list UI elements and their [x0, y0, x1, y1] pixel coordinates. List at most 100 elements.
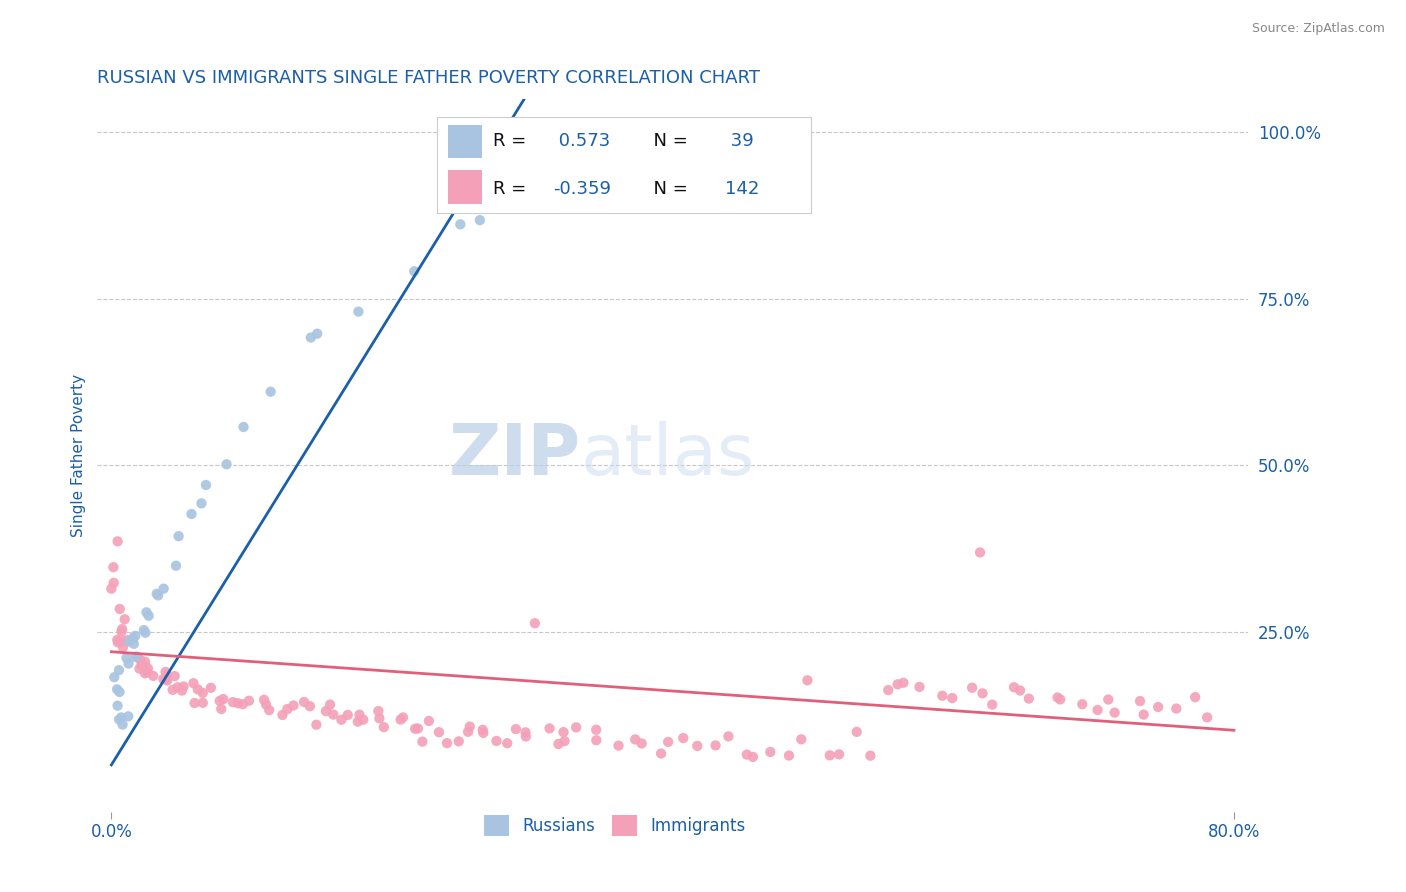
Point: [657, 735, 679, 749]
Point: [191, 686, 214, 700]
Point: [183, 676, 205, 690]
Point: [322, 707, 344, 722]
Point: [704, 739, 727, 753]
Point: [110, 710, 132, 724]
Point: [828, 747, 851, 762]
Point: [253, 693, 276, 707]
Point: [1097, 692, 1119, 706]
Point: [565, 720, 588, 734]
Point: [115, 633, 138, 648]
Legend: Russians, Immigrants: Russians, Immigrants: [478, 809, 752, 842]
Point: [134, 666, 156, 681]
Point: [298, 699, 321, 714]
Point: [276, 702, 298, 716]
Point: [960, 681, 983, 695]
Point: [134, 655, 156, 669]
Point: [305, 717, 328, 731]
Point: [200, 681, 222, 695]
Point: [152, 672, 174, 686]
Point: [307, 326, 329, 341]
Point: [107, 698, 129, 713]
Point: [103, 670, 125, 684]
Point: [672, 731, 695, 745]
Point: [195, 478, 218, 492]
Point: [1010, 683, 1032, 698]
Point: [845, 725, 868, 739]
Point: [485, 734, 508, 748]
Point: [100, 582, 122, 596]
Point: [155, 672, 177, 686]
Point: [136, 665, 159, 679]
Point: [471, 723, 494, 737]
Point: [103, 560, 125, 574]
Point: [931, 689, 953, 703]
Point: [411, 734, 433, 748]
Point: [208, 694, 231, 708]
Point: [108, 663, 131, 677]
Point: [389, 713, 412, 727]
Point: [132, 623, 155, 637]
Point: [107, 534, 129, 549]
Point: [145, 587, 167, 601]
Point: [232, 420, 254, 434]
Point: [111, 622, 134, 636]
Y-axis label: Single Father Poverty: Single Father Poverty: [72, 374, 86, 537]
Point: [156, 673, 179, 688]
Point: [167, 529, 190, 543]
Text: ZIP: ZIP: [449, 421, 581, 490]
Point: [166, 681, 188, 695]
Point: [449, 217, 471, 231]
Point: [173, 680, 195, 694]
Point: [209, 702, 232, 716]
Point: [138, 608, 160, 623]
Point: [125, 649, 148, 664]
Point: [373, 720, 395, 734]
Point: [392, 710, 415, 724]
Point: [131, 657, 153, 672]
Point: [547, 737, 569, 751]
Point: [187, 682, 209, 697]
Point: [111, 717, 134, 731]
Point: [515, 725, 537, 739]
Point: [336, 707, 359, 722]
Point: [124, 629, 146, 643]
Point: [125, 650, 148, 665]
Point: [349, 707, 371, 722]
Point: [292, 695, 315, 709]
Point: [1197, 710, 1219, 724]
Point: [347, 304, 370, 318]
Point: [156, 668, 179, 682]
Point: [972, 686, 994, 700]
Point: [1046, 690, 1069, 705]
Point: [122, 631, 145, 645]
Point: [624, 732, 647, 747]
Point: [404, 722, 426, 736]
Text: RUSSIAN VS IMMIGRANTS SINGLE FATHER POVERTY CORRELATION CHART: RUSSIAN VS IMMIGRANTS SINGLE FATHER POVE…: [97, 69, 761, 87]
Text: Source: ZipAtlas.com: Source: ZipAtlas.com: [1251, 22, 1385, 36]
Point: [114, 612, 136, 626]
Point: [1166, 701, 1188, 715]
Point: [170, 683, 193, 698]
Point: [146, 589, 169, 603]
Point: [111, 634, 134, 648]
Point: [941, 691, 963, 706]
Point: [162, 682, 184, 697]
Point: [607, 739, 630, 753]
Point: [523, 616, 546, 631]
Point: [1132, 707, 1154, 722]
Point: [553, 725, 575, 739]
Point: [877, 683, 900, 698]
Point: [538, 722, 561, 736]
Point: [111, 640, 134, 655]
Point: [472, 726, 495, 740]
Point: [108, 602, 131, 616]
Point: [257, 703, 280, 717]
Point: [436, 736, 458, 750]
Point: [1129, 694, 1152, 708]
Point: [585, 723, 607, 737]
Point: [468, 213, 491, 227]
Point: [790, 732, 813, 747]
Point: [190, 496, 212, 510]
Point: [859, 748, 882, 763]
Point: [893, 675, 915, 690]
